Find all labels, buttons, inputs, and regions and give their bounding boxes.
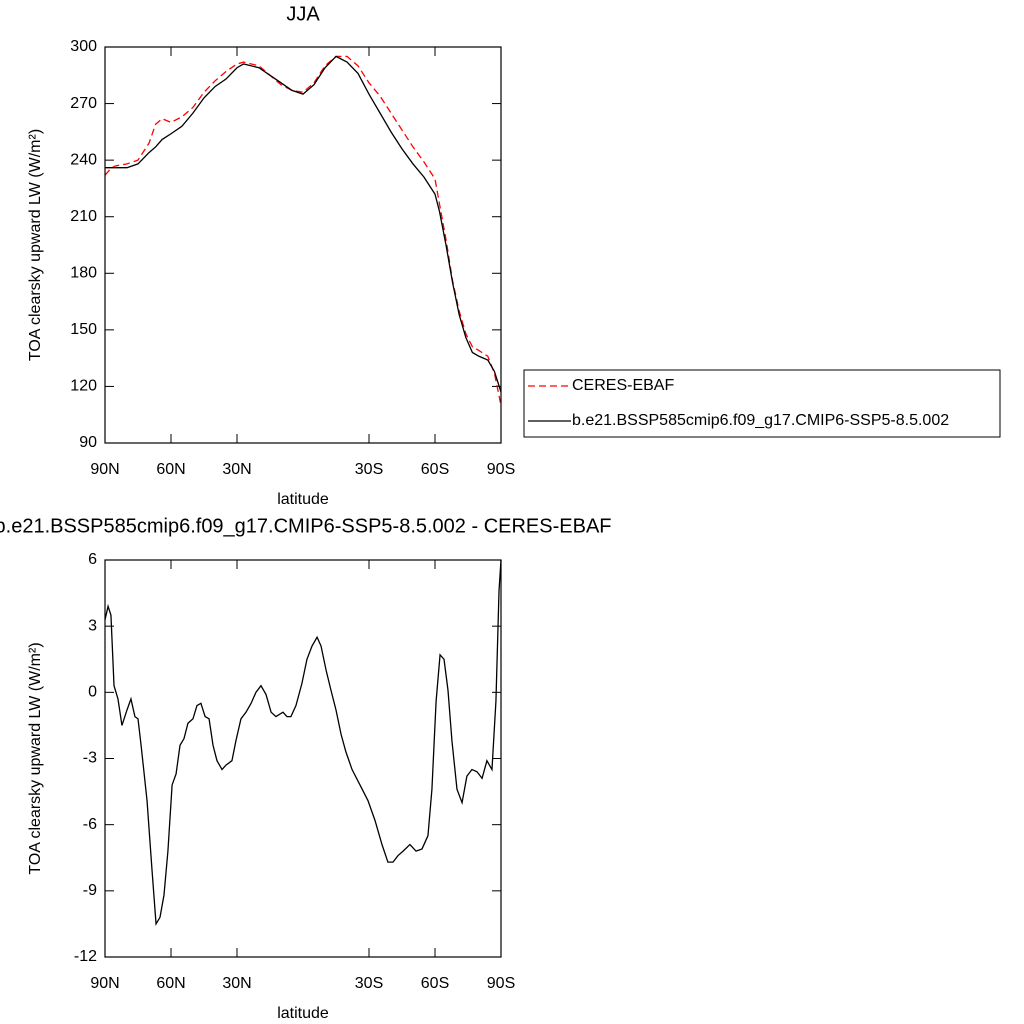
y-axis-label: TOA clearsky upward LW (W/m²) xyxy=(27,642,44,874)
data-line xyxy=(105,55,502,393)
x-tick-label: 30S xyxy=(355,975,383,992)
x-tick-label: 30N xyxy=(222,975,251,992)
y-tick-label: 300 xyxy=(70,38,97,55)
data-line xyxy=(104,55,502,406)
y-tick-label: 150 xyxy=(70,321,97,338)
y-tick-label: 120 xyxy=(70,378,97,395)
x-tick-label: 90N xyxy=(90,975,119,992)
x-axis-label: latitude xyxy=(277,1005,329,1022)
y-tick-label: 90 xyxy=(79,434,97,451)
data-line xyxy=(104,559,502,927)
plot-frame xyxy=(104,46,502,444)
legend-box xyxy=(523,369,1001,438)
legend-label: CERES-EBAF xyxy=(572,377,674,394)
y-tick-label: 6 xyxy=(88,551,97,568)
x-tick-label: 90N xyxy=(90,461,119,478)
y-tick-label: -12 xyxy=(74,948,97,965)
x-tick-label: 60S xyxy=(421,461,449,478)
x-tick-label: 90S xyxy=(487,975,515,992)
y-tick-label: -6 xyxy=(83,816,97,833)
legend-label: b.e21.BSSP585cmip6.f09_g17.CMIP6-SSP5-8.… xyxy=(572,412,949,429)
y-tick-label: 3 xyxy=(88,617,97,634)
y-tick-label: -3 xyxy=(83,750,97,767)
x-tick-label: 60N xyxy=(156,975,185,992)
y-tick-label: 270 xyxy=(70,95,97,112)
y-tick-label: 240 xyxy=(70,151,97,168)
x-tick-label: 60S xyxy=(421,975,449,992)
plot-frame xyxy=(104,559,502,958)
chart-title: JJA xyxy=(286,3,320,25)
chart-title: b.e21.BSSP585cmip6.f09_g17.CMIP6-SSP5-8.… xyxy=(0,515,611,537)
x-tick-label: 30S xyxy=(355,461,383,478)
x-tick-label: 90S xyxy=(487,461,515,478)
y-tick-label: 0 xyxy=(88,684,97,701)
y-tick-label: 210 xyxy=(70,208,97,225)
x-tick-label: 30N xyxy=(222,461,251,478)
x-tick-label: 60N xyxy=(156,461,185,478)
y-axis-label: TOA clearsky upward LW (W/m²) xyxy=(27,129,44,361)
y-tick-label: -9 xyxy=(83,882,97,899)
x-axis-label: latitude xyxy=(277,491,329,508)
y-tick-label: 180 xyxy=(70,265,97,282)
